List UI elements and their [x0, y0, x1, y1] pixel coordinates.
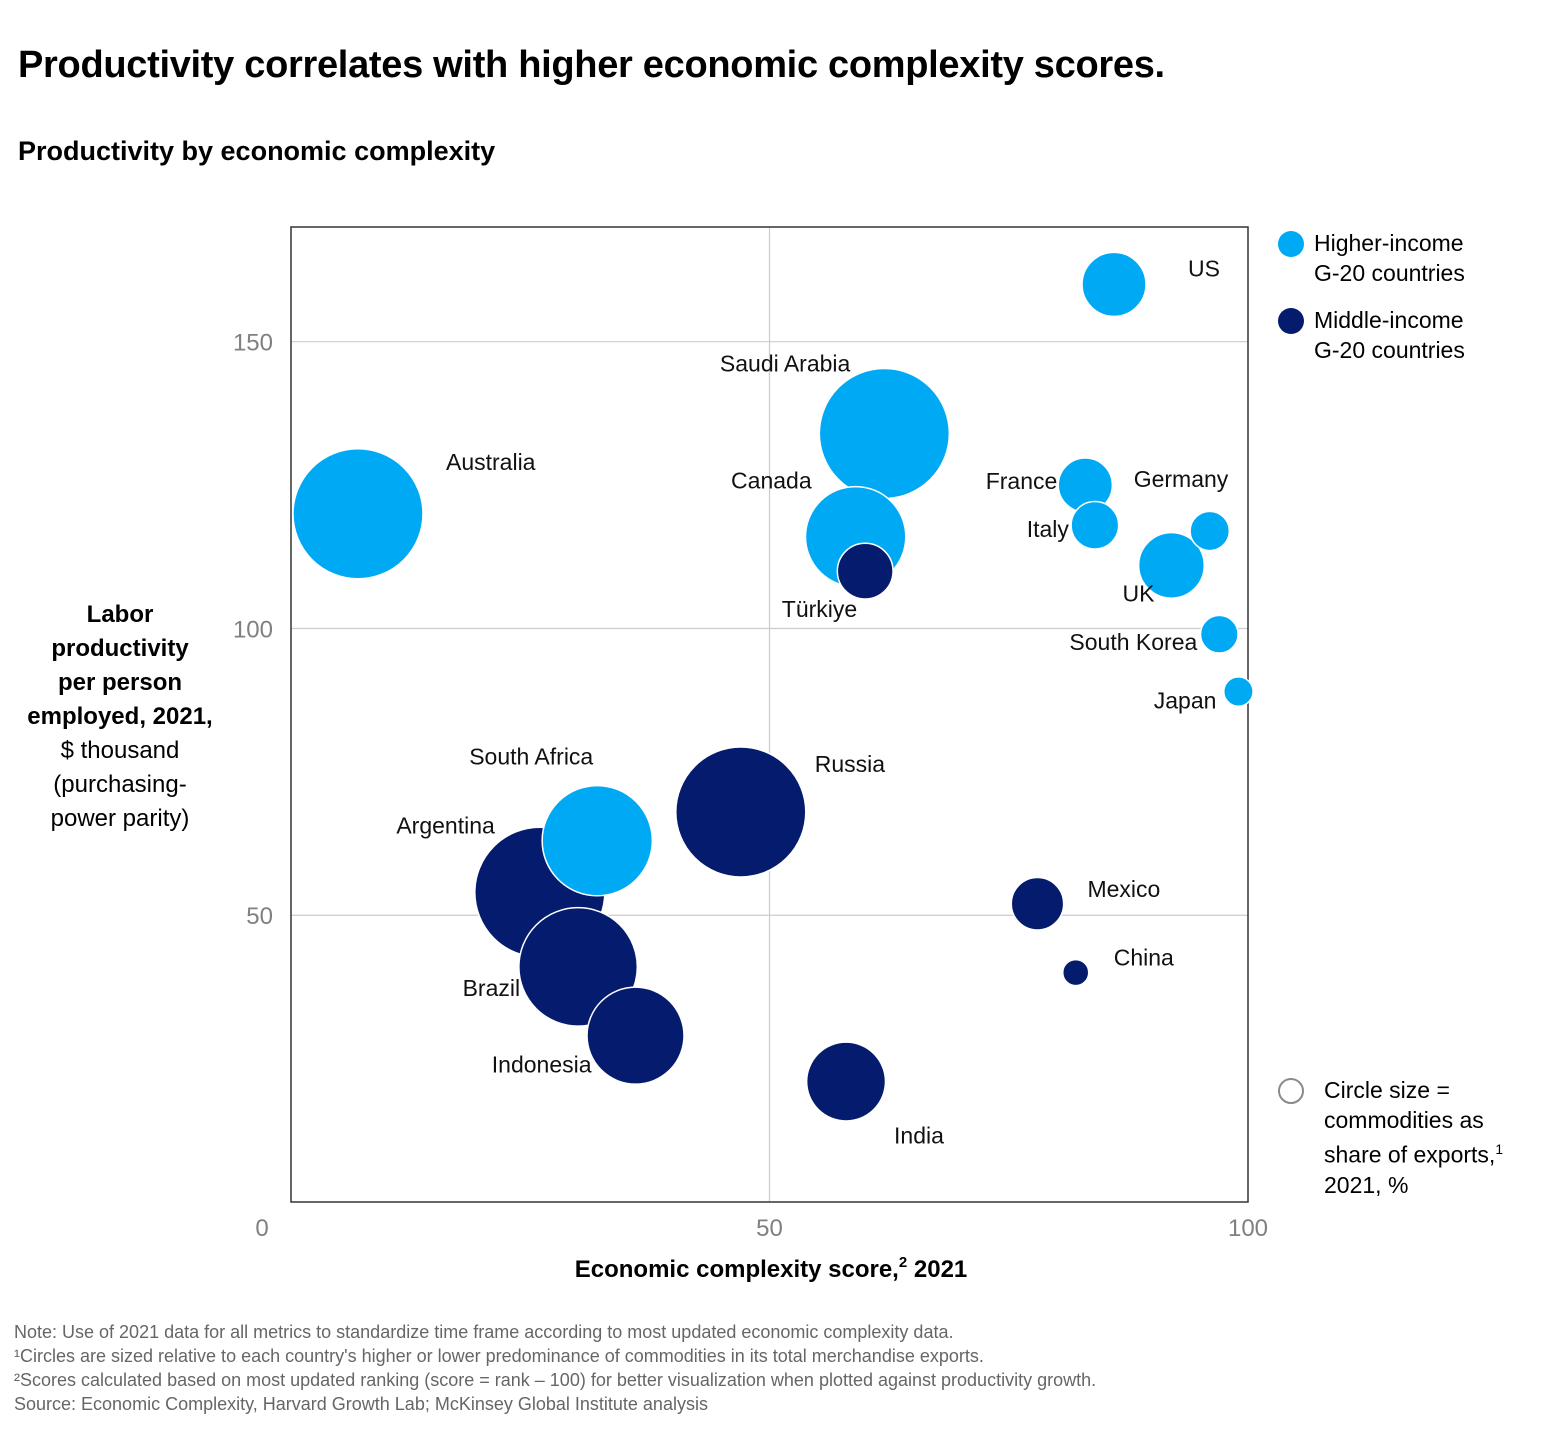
- label-canada: Canada: [731, 468, 812, 494]
- scatter-chart: 50 100 150 0 50 100 US Saudi Arabia Australia Fr…: [233, 226, 1268, 1283]
- x-tick-label: 50: [756, 1215, 783, 1242]
- grid-lines: [291, 227, 1248, 1202]
- bubble-uk: [1137, 531, 1205, 599]
- x-tick-label: 0: [255, 1215, 268, 1242]
- legend-item-middle-income: Middle-income G-20 countries: [1278, 305, 1465, 365]
- circle-size-icon: [1278, 1078, 1304, 1104]
- chart-title: Productivity correlates with higher econ…: [18, 44, 1165, 86]
- bubble-germany: [1189, 510, 1231, 552]
- bubble-india: [805, 1041, 887, 1122]
- axis-ticks: 50 100 150 0 50 100: [233, 330, 1268, 1242]
- label-south-africa: South Africa: [469, 744, 593, 770]
- label-indonesia: Indonesia: [492, 1052, 592, 1078]
- footnotes: Note: Use of 2021 data for all metrics t…: [14, 1320, 1096, 1416]
- chart-subtitle: Productivity by economic complexity: [18, 136, 496, 166]
- legend-swatch-middle: [1278, 308, 1304, 334]
- y-axis-label: Labor productivity per person employed, …: [27, 601, 213, 832]
- legend-item-higher-income: Higher-income G-20 countries: [1278, 228, 1465, 288]
- label-us: US: [1188, 255, 1220, 281]
- bubble-indonesia: [586, 986, 685, 1085]
- note-line: ²Scores calculated based on most updated…: [14, 1370, 1097, 1390]
- plot-frame: [290, 226, 1249, 1203]
- label-argentina: Argentina: [396, 812, 495, 838]
- label-brazil: Brazil: [463, 975, 521, 1001]
- bubble-china: [1061, 958, 1090, 987]
- bubble-australia: [292, 448, 424, 580]
- bubble-italy: [1070, 500, 1120, 550]
- legend-item-circle-size: Circle size = commodities as share of ex…: [1278, 1075, 1534, 1200]
- label-uk: UK: [1122, 580, 1155, 606]
- label-australia: Australia: [446, 449, 536, 475]
- bubble-mexico: [1010, 876, 1065, 931]
- bubble-saudi-arabia: [818, 367, 951, 500]
- bubble-russia: [675, 746, 807, 878]
- label-t-rkiye: Türkiye: [782, 596, 857, 622]
- label-france: France: [986, 468, 1058, 494]
- label-italy: Italy: [1027, 516, 1070, 542]
- label-russia: Russia: [815, 751, 886, 777]
- label-mexico: Mexico: [1087, 876, 1160, 902]
- bubble-south-korea: [1199, 614, 1239, 654]
- bubble-japan: [1223, 676, 1254, 707]
- label-china: China: [1114, 945, 1174, 971]
- note-line: ¹Circles are sized relative to each coun…: [14, 1346, 984, 1366]
- y-tick-label: 100: [233, 616, 273, 643]
- label-south-korea: South Korea: [1069, 629, 1197, 655]
- label-saudi-arabia: Saudi Arabia: [720, 350, 851, 376]
- label-germany: Germany: [1134, 466, 1229, 492]
- bubble-t-rkiye: [836, 542, 894, 600]
- label-japan: Japan: [1154, 688, 1217, 714]
- note-line: Note: Use of 2021 data for all metrics t…: [14, 1322, 954, 1342]
- x-tick-label: 100: [1228, 1215, 1268, 1242]
- label-india: India: [894, 1123, 944, 1149]
- bubble-us: [1081, 251, 1147, 318]
- bubble-south-africa: [541, 784, 654, 897]
- bubbles: [292, 251, 1254, 1122]
- legend-swatch-higher: [1278, 231, 1304, 257]
- point-labels: US Saudi Arabia Australia France Germany Cana…: [396, 255, 1228, 1148]
- y-tick-label: 150: [233, 330, 273, 357]
- x-axis-label: Economic complexity score,2 2021: [575, 1254, 968, 1283]
- y-tick-label: 50: [246, 903, 273, 930]
- note-line: Source: Economic Complexity, Harvard Gro…: [14, 1394, 708, 1414]
